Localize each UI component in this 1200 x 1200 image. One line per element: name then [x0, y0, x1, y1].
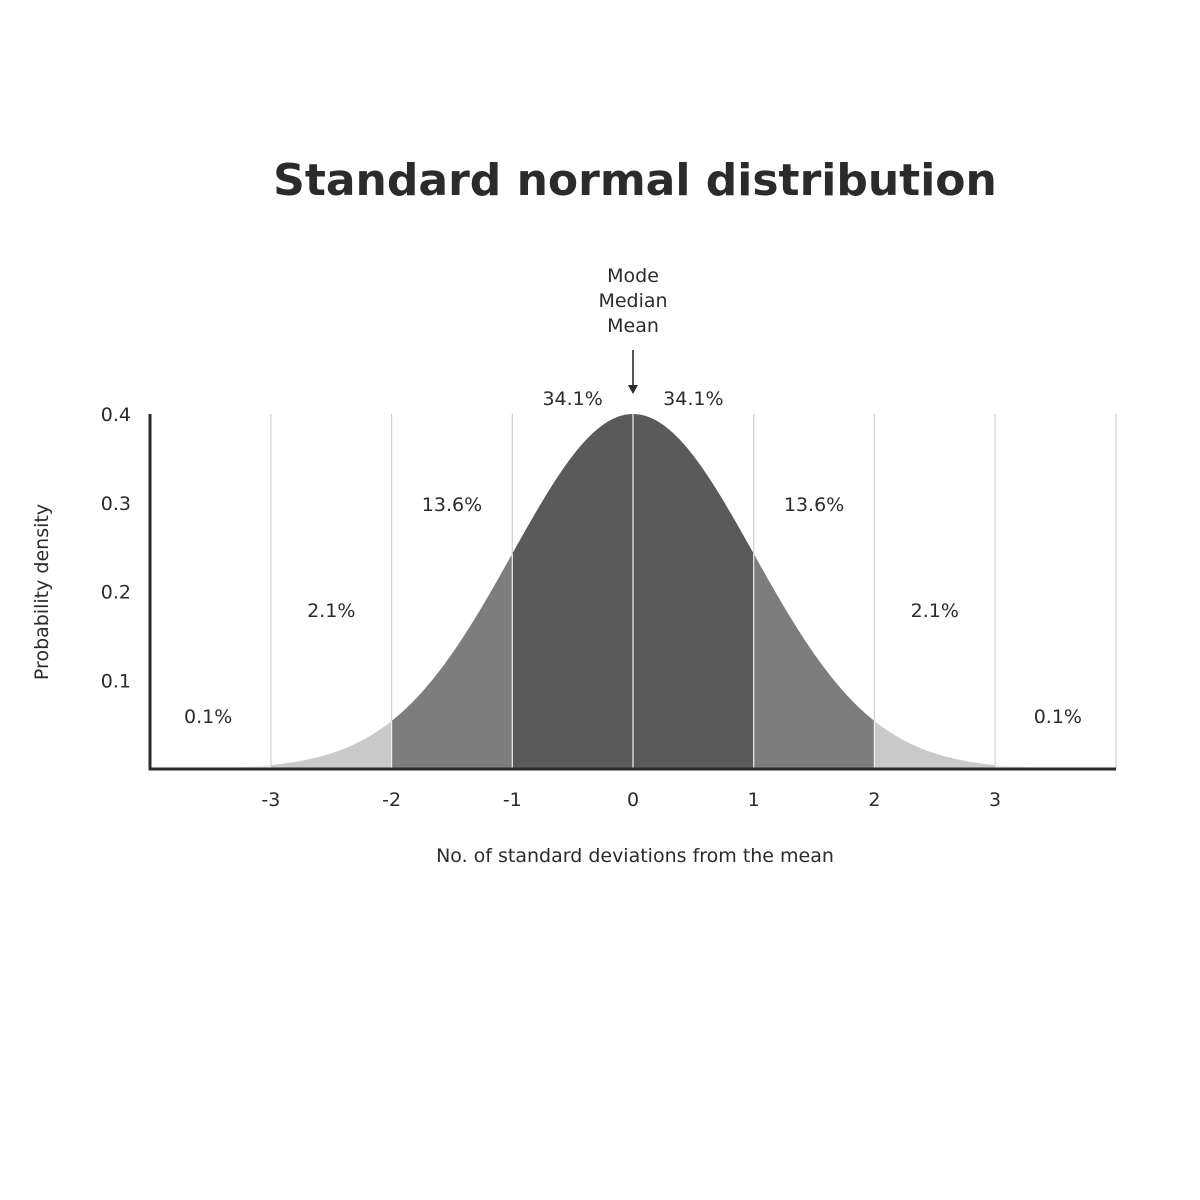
chart-title: Standard normal distribution — [273, 155, 997, 206]
annotation-line: Mean — [607, 315, 659, 337]
y-tick-label: 0.1 — [101, 670, 131, 692]
labels: -3 -2 -1 0 1 2 3 0.1 0.2 0.3 0.4 0.1% 2.1% 13.6% 34.1%… — [101, 265, 1082, 811]
x-axis-label: No. of standard deviations from the mean — [436, 845, 834, 867]
annotation-line: Mode — [607, 265, 659, 287]
y-tick-label: 0.2 — [101, 582, 131, 604]
region-percent-label: 13.6% — [422, 494, 482, 516]
region-6 — [753, 553, 875, 769]
region-percent-label: 2.1% — [307, 600, 355, 622]
axes — [148, 414, 1116, 771]
region-percent-label: 0.1% — [184, 706, 232, 728]
x-tick-label: 0 — [627, 789, 639, 811]
region-5 — [633, 414, 754, 769]
region-percent-label: 2.1% — [911, 600, 959, 622]
y-tick-label: 0.4 — [101, 404, 131, 426]
region-dividers — [391, 414, 876, 769]
y-tick-label: 0.3 — [101, 493, 131, 515]
x-tick-label: -1 — [503, 789, 522, 811]
region-4 — [512, 414, 633, 769]
x-tick-label: 3 — [989, 789, 1001, 811]
region-percent-label: 13.6% — [784, 494, 844, 516]
x-tick-label: 2 — [868, 789, 880, 811]
region-7 — [874, 720, 996, 769]
region-3 — [391, 553, 513, 769]
region-percent-label: 0.1% — [1034, 706, 1082, 728]
annotation-arrow-head — [628, 385, 638, 394]
x-tick-label: 1 — [748, 789, 760, 811]
region-2 — [270, 720, 392, 769]
x-tick-label: -2 — [382, 789, 401, 811]
density-regions — [150, 414, 1116, 769]
annotation-line: Median — [598, 290, 667, 312]
y-axis-label: Probability density — [31, 504, 53, 680]
region-percent-label: 34.1% — [663, 388, 723, 410]
region-percent-label: 34.1% — [542, 388, 602, 410]
x-tick-label: -3 — [261, 789, 280, 811]
